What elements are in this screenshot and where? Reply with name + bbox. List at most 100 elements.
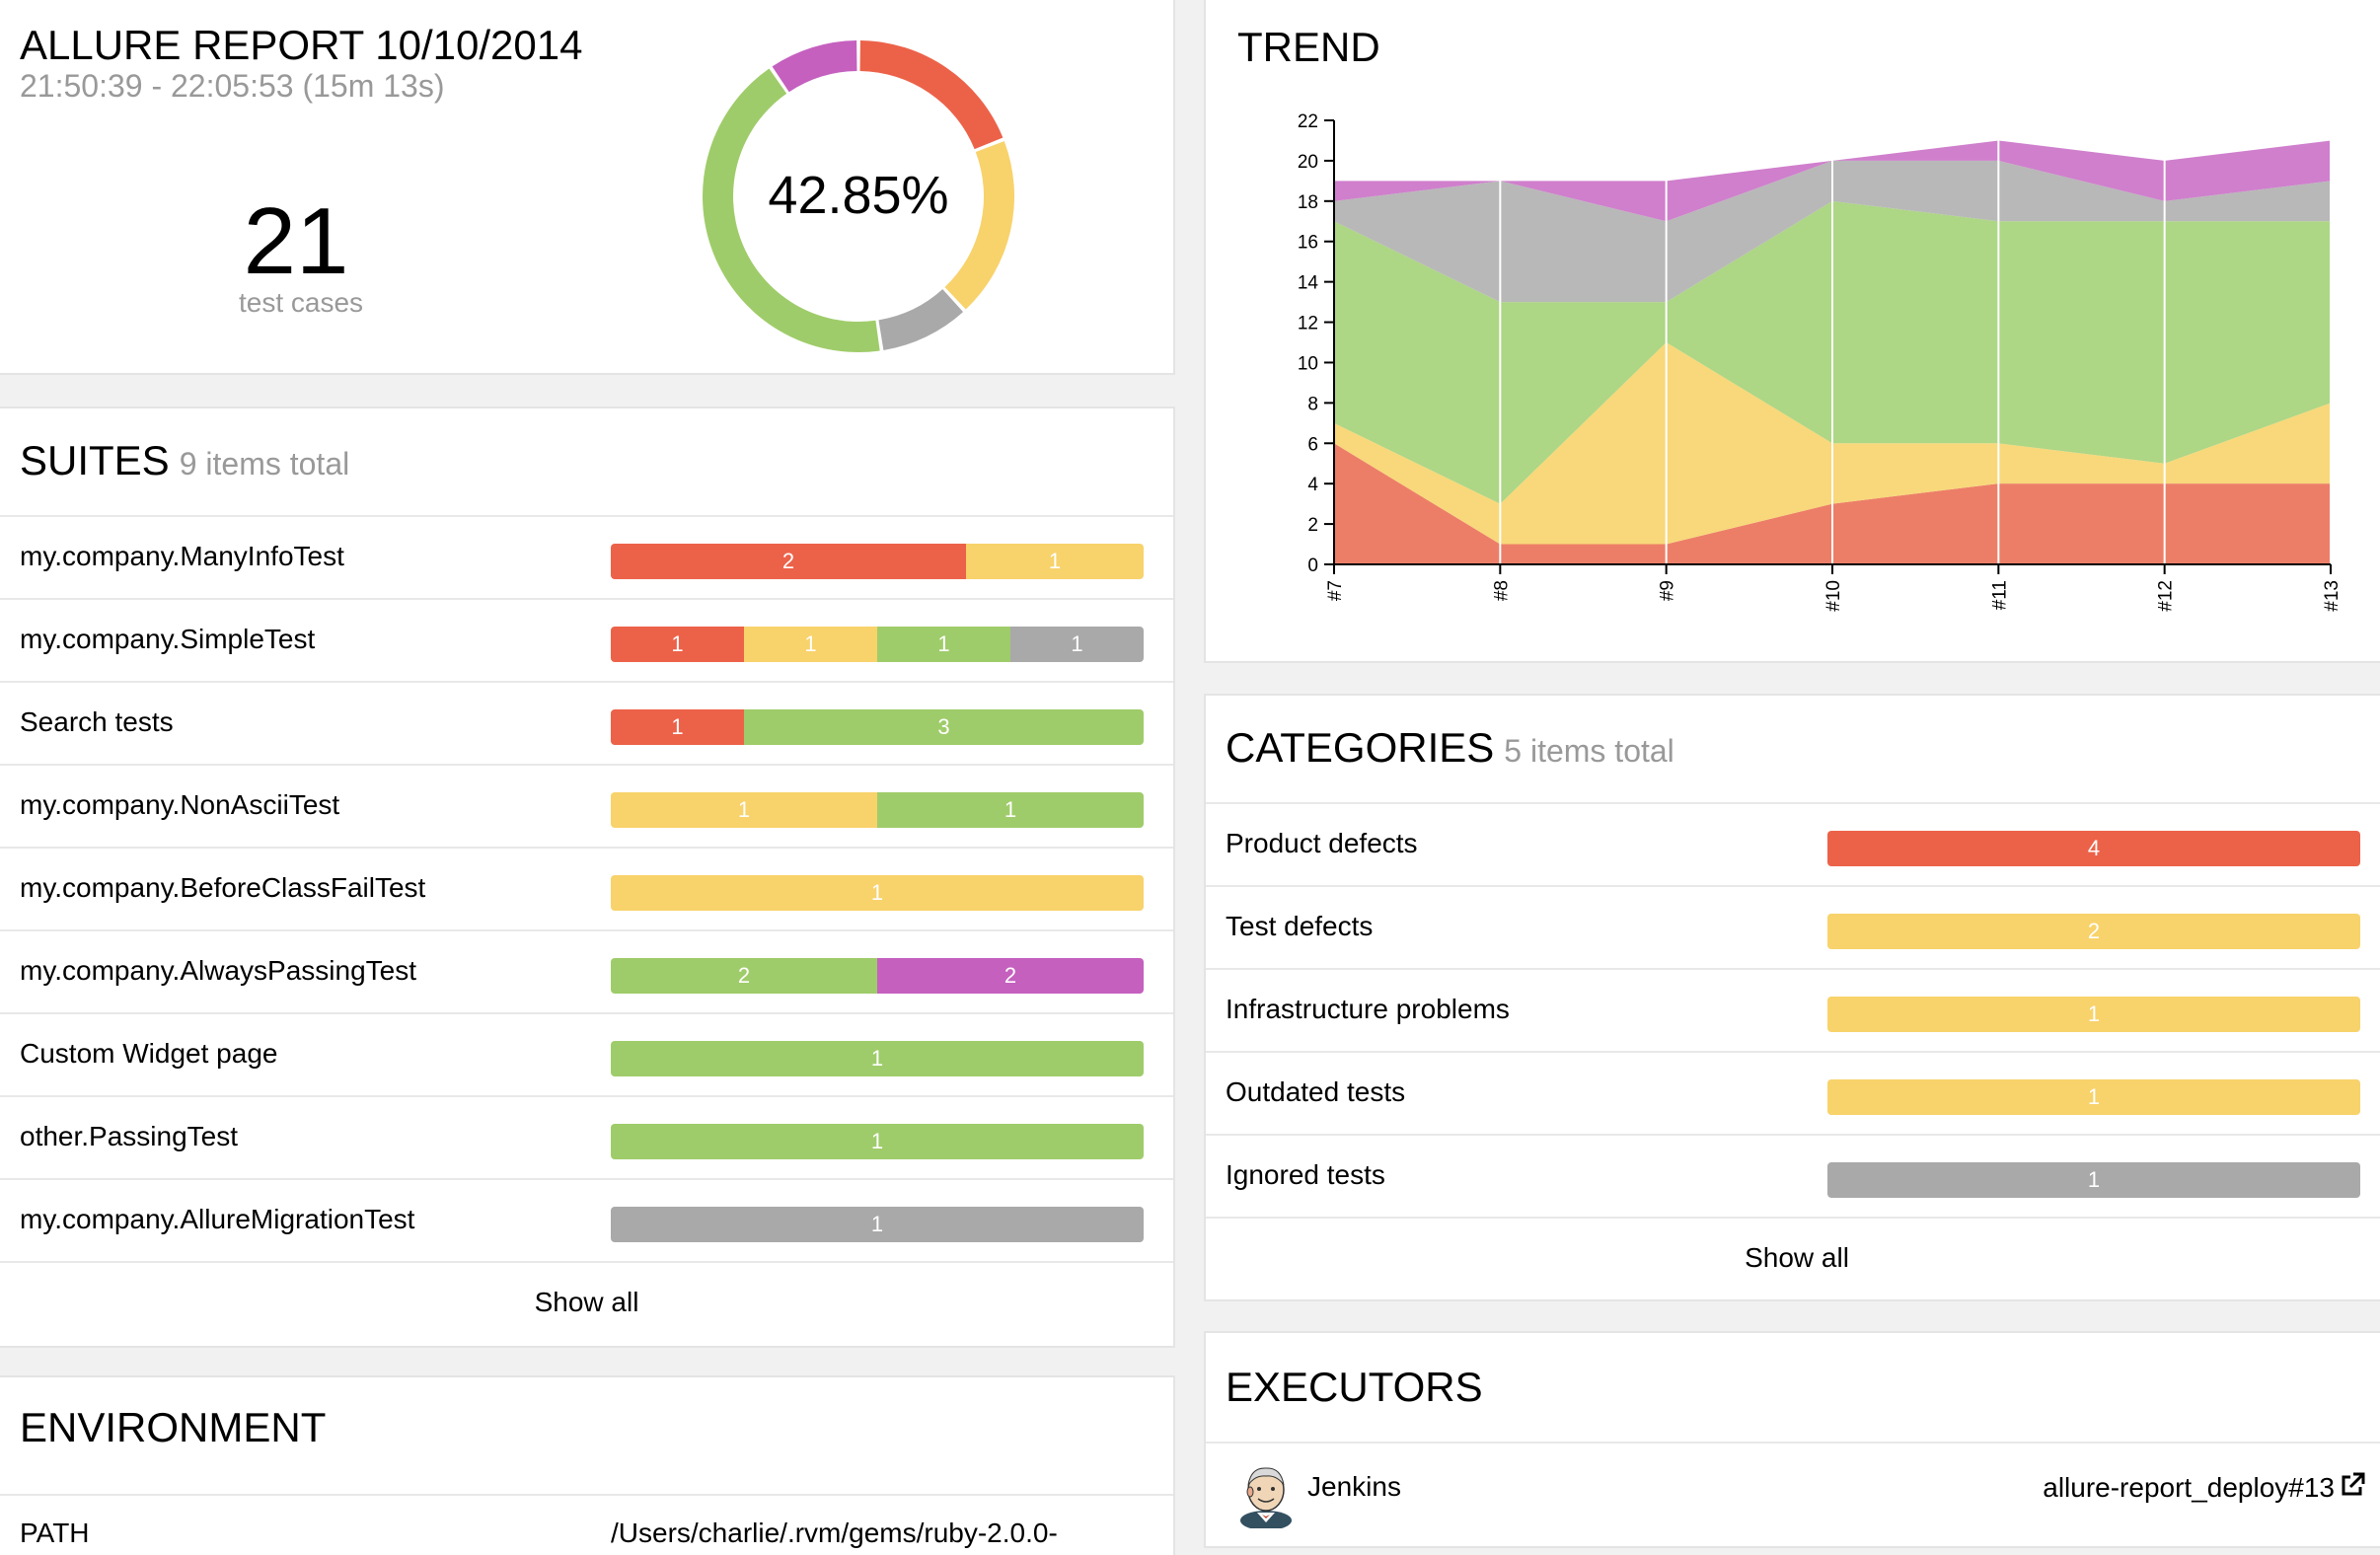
suite-row[interactable]: my.company.ManyInfoTest 2 1 [0, 517, 1173, 600]
jenkins-avatar-icon [1240, 1467, 1292, 1528]
executors-title: EXECUTORS [1226, 1364, 1483, 1410]
category-status-bar: 1 [1827, 997, 2360, 1032]
suite-status-segment: 1 [611, 627, 744, 662]
suite-status-bar: 1 [611, 875, 1144, 911]
category-row[interactable]: Outdated tests 1 [1206, 1053, 2380, 1136]
environment-title: ENVIRONMENT [20, 1404, 327, 1450]
suite-name: Search tests [20, 706, 174, 737]
donut-slice-unknown[interactable] [772, 40, 857, 93]
trend-y-tick-label: 16 [1298, 233, 1318, 254]
trend-area-skipped[interactable] [1334, 160, 2331, 303]
trend-y-tick-label: 0 [1307, 555, 1318, 576]
summary-widget: ALLURE REPORT 10/10/2014 21:50:39 - 22:0… [0, 0, 1175, 375]
test-case-count: 21 [243, 188, 349, 294]
suite-name: my.company.ManyInfoTest [20, 541, 344, 571]
trend-x-tick-label: #9 [1658, 580, 1678, 601]
categories-show-all-link[interactable]: Show all [1745, 1242, 1849, 1273]
suite-status-bar: 1 [611, 1041, 1144, 1076]
suite-row[interactable]: my.company.AllureMigrationTest 1 [0, 1180, 1173, 1263]
report-time-range: 21:50:39 - 22:05:53 (15m 13s) [20, 68, 445, 104]
suite-status-segment: 1 [611, 792, 877, 828]
suite-name: my.company.SimpleTest [20, 624, 316, 654]
category-status-segment: 1 [1827, 1079, 2360, 1115]
environment-key: PATH [20, 1518, 90, 1548]
suite-name: my.company.BeforeClassFailTest [20, 872, 426, 903]
trend-y-tick-label: 14 [1298, 273, 1319, 294]
trend-x-tick-label: #11 [1989, 580, 2010, 610]
suites-subtitle: 9 items total [179, 446, 350, 481]
executor-name: Jenkins [1307, 1471, 1401, 1502]
category-row[interactable]: Test defects 2 [1206, 887, 2380, 970]
suite-row[interactable]: my.company.AlwaysPassingTest 2 2 [0, 931, 1173, 1014]
suites-title: SUITES [20, 437, 170, 483]
trend-x-tick-label: #12 [2156, 580, 2177, 612]
executor-build-label: allure-report_deploy#13 [2043, 1472, 2335, 1503]
report-title: ALLURE REPORT 10/10/2014 [20, 22, 583, 68]
category-row[interactable]: Product defects 4 [1206, 804, 2380, 887]
category-row[interactable]: Infrastructure problems 1 [1206, 970, 2380, 1053]
trend-y-tick-label: 2 [1307, 515, 1318, 536]
suite-row[interactable]: my.company.SimpleTest 1 1 1 1 [0, 600, 1173, 683]
suite-name: my.company.AllureMigrationTest [20, 1204, 415, 1234]
environment-row: PATH /Users/charlie/.rvm/gems/ruby-2.0.0… [0, 1494, 1173, 1555]
executor-row[interactable]: Jenkins allure-report_deploy#13 [1206, 1442, 2380, 1546]
trend-area-unknown[interactable] [1334, 140, 2331, 222]
suite-name: my.company.NonAsciiTest [20, 789, 340, 820]
categories-list: Product defects 4 Test defects 2 Infrastruct… [1206, 804, 2380, 1219]
suite-status-segment: 1 [744, 627, 877, 662]
trend-x-tick-label: #10 [1823, 580, 1844, 612]
trend-y-tick-label: 10 [1298, 353, 1318, 374]
donut-slice-skipped[interactable] [878, 289, 964, 350]
trend-y-tick-label: 6 [1307, 434, 1318, 455]
suite-status-segment: 1 [966, 544, 1144, 579]
suite-status-segment: 1 [877, 627, 1010, 662]
suite-status-segment: 2 [611, 544, 966, 579]
suite-row[interactable]: my.company.BeforeClassFailTest 1 [0, 849, 1173, 931]
suite-status-segment: 3 [744, 709, 1144, 745]
suite-status-segment: 1 [611, 1041, 1144, 1076]
suites-list: my.company.ManyInfoTest 2 1 my.company.Simp… [0, 517, 1173, 1263]
suites-widget: SUITES 9 items total my.company.ManyInfoT… [0, 407, 1175, 1348]
category-row[interactable]: Ignored tests 1 [1206, 1136, 2380, 1219]
trend-x-tick-label: #13 [2322, 580, 2343, 612]
trend-y-tick-label: 12 [1298, 314, 1318, 334]
donut-slice-passed[interactable] [703, 68, 880, 353]
suite-row[interactable]: my.company.NonAsciiTest 1 1 [0, 766, 1173, 849]
trend-chart[interactable]: TREND 0 2 4 6 8 10 12 14 16 18 20 22 #7 #8 #9 #10 #11 #1… [1206, 0, 2380, 663]
categories-title: CATEGORIES [1226, 724, 1495, 771]
suite-status-segment: 1 [611, 709, 744, 745]
categories-header: CATEGORIES 5 items total [1206, 696, 2380, 804]
suites-header: SUITES 9 items total [0, 408, 1173, 517]
donut-slice-failed[interactable] [859, 40, 1004, 150]
category-name: Ignored tests [1226, 1159, 1385, 1190]
category-status-segment: 1 [1827, 997, 2360, 1032]
trend-y-tick-label: 22 [1298, 111, 1318, 132]
suite-status-segment: 1 [1010, 627, 1144, 662]
donut-slice-broken[interactable] [944, 141, 1014, 310]
category-name: Product defects [1226, 828, 1418, 858]
suite-row[interactable]: other.PassingTest 1 [0, 1097, 1173, 1180]
success-percent: 42.85% [768, 166, 948, 225]
categories-subtitle: 5 items total [1504, 733, 1674, 769]
suite-row[interactable]: Search tests 1 3 [0, 683, 1173, 766]
suite-status-segment: 2 [877, 958, 1144, 994]
environment-widget: ENVIRONMENT PATH /Users/charlie/.rvm/gem… [0, 1375, 1175, 1555]
category-status-bar: 4 [1827, 831, 2360, 866]
suite-status-bar: 1 [611, 1207, 1144, 1242]
category-status-bar: 1 [1827, 1079, 2360, 1115]
trend-y-tick-label: 4 [1307, 475, 1318, 495]
status-donut-chart[interactable]: 42.85% [696, 34, 1021, 359]
suite-status-segment: 1 [611, 1207, 1144, 1242]
executor-build-link[interactable]: allure-report_deploy#13 [2043, 1471, 2366, 1504]
category-status-segment: 4 [1827, 831, 2360, 866]
suites-show-all-link[interactable]: Show all [534, 1287, 639, 1317]
category-name: Infrastructure problems [1226, 994, 1510, 1024]
category-name: Outdated tests [1226, 1076, 1406, 1107]
suite-status-segment: 1 [877, 792, 1144, 828]
category-status-bar: 1 [1827, 1162, 2360, 1198]
suite-row[interactable]: Custom Widget page 1 [0, 1014, 1173, 1097]
category-status-segment: 1 [1827, 1162, 2360, 1198]
